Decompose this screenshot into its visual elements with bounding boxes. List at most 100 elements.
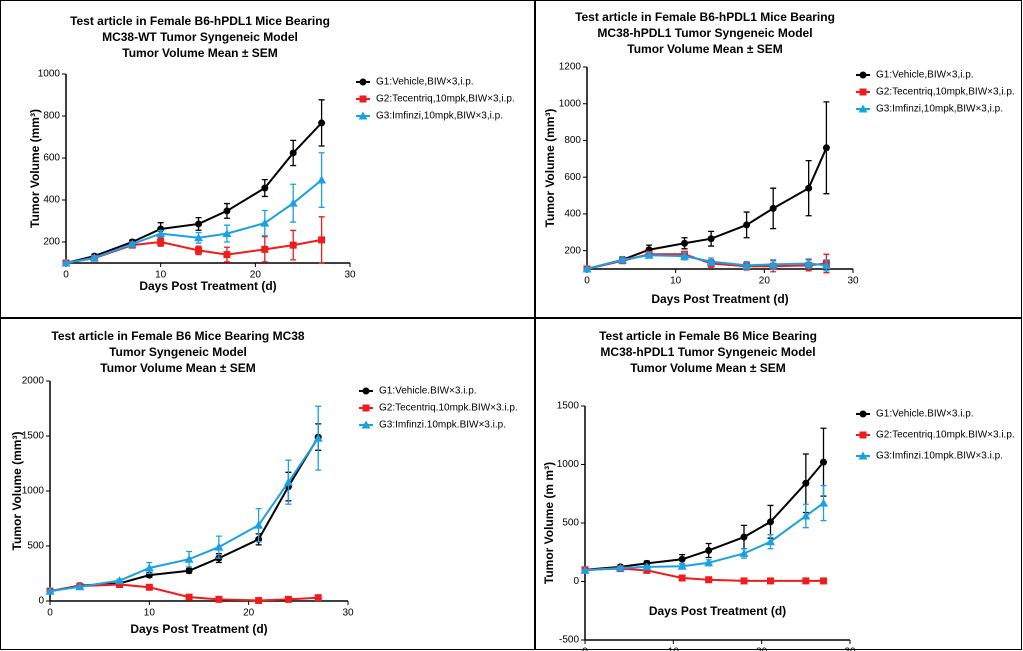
data-point bbox=[317, 175, 327, 184]
x-tick-label: 20 bbox=[250, 270, 262, 281]
data-point bbox=[617, 255, 627, 264]
legend-marker bbox=[359, 78, 367, 86]
y-tick-label: -500 bbox=[559, 635, 579, 646]
y-tick-label: 1500 bbox=[22, 431, 45, 442]
data-point bbox=[705, 546, 713, 554]
x-tick-label: 0 bbox=[47, 608, 53, 619]
y-tick-label: 800 bbox=[564, 135, 581, 146]
panel-frame bbox=[0, 0, 535, 318]
panel-frame bbox=[0, 318, 535, 650]
data-point bbox=[742, 260, 752, 269]
legend-marker bbox=[362, 404, 370, 412]
y-tick-label: 1000 bbox=[559, 98, 582, 109]
data-point bbox=[313, 433, 323, 442]
data-point bbox=[195, 246, 203, 254]
data-point bbox=[45, 586, 55, 595]
data-point bbox=[680, 251, 690, 260]
data-point bbox=[804, 258, 814, 267]
data-point bbox=[194, 233, 204, 242]
y-tick-label: 600 bbox=[564, 172, 581, 183]
series-line bbox=[65, 179, 323, 264]
data-point bbox=[144, 563, 154, 572]
y-tick-label: 1200 bbox=[559, 62, 582, 73]
data-point bbox=[582, 264, 592, 273]
data-point bbox=[766, 537, 775, 546]
data-point bbox=[802, 479, 810, 487]
y-tick-label: 0 bbox=[38, 596, 44, 607]
x-tick-label: 20 bbox=[243, 608, 255, 619]
data-point bbox=[678, 555, 686, 563]
data-point bbox=[157, 238, 165, 246]
data-point bbox=[195, 220, 203, 228]
data-point bbox=[681, 239, 689, 247]
legend-marker bbox=[859, 88, 867, 96]
data-point bbox=[289, 149, 297, 157]
data-point bbox=[254, 520, 264, 529]
legend-marker bbox=[858, 451, 868, 460]
x-tick-label: 0 bbox=[584, 276, 590, 287]
data-point bbox=[284, 595, 292, 603]
data-point bbox=[289, 241, 297, 249]
data-point bbox=[127, 239, 137, 248]
data-point bbox=[283, 477, 293, 486]
chart-title: Test article in Female B6-hPDL1 Mice Bea… bbox=[70, 14, 330, 28]
y-tick-label: 0 bbox=[573, 576, 579, 587]
x-tick-label: 20 bbox=[756, 647, 768, 651]
legend-label: G2:Tecentriq.10mpk.BIW×3.i.p. bbox=[876, 430, 1015, 441]
legend-marker bbox=[859, 410, 867, 418]
data-point bbox=[215, 595, 223, 603]
x-tick-label: 10 bbox=[144, 608, 156, 619]
x-tick-label: 10 bbox=[155, 270, 167, 281]
chart-title: MC38-WT Tumor Syngeneic Model bbox=[102, 30, 298, 44]
y-axis-label: Tumor Volume (mm³) bbox=[28, 109, 42, 228]
data-point bbox=[678, 574, 686, 582]
legend-marker bbox=[358, 111, 368, 120]
x-tick-label: 30 bbox=[844, 647, 856, 651]
legend-label: G3:Imfinzi.10mpk.BIW×3.i.p. bbox=[876, 451, 1003, 462]
x-axis-label: Days Post Treatment (d) bbox=[139, 279, 276, 293]
legend-marker bbox=[362, 387, 370, 395]
data-point bbox=[644, 250, 654, 259]
y-axis-label: Tumor Volume (m m³) bbox=[542, 462, 556, 584]
data-point bbox=[580, 565, 590, 574]
data-point bbox=[822, 144, 830, 152]
data-point bbox=[769, 204, 777, 212]
data-point bbox=[739, 548, 749, 557]
y-tick-label: 1000 bbox=[38, 69, 61, 80]
x-axis-label: Days Post Treatment (d) bbox=[130, 622, 267, 636]
data-point bbox=[705, 576, 713, 584]
data-point bbox=[677, 561, 687, 570]
legend-label: G1:Vehicle.BIW×3.i.p. bbox=[876, 409, 974, 420]
legend-label: G2:Tecentriq,10mpk,BIW×3,i.p. bbox=[876, 87, 1015, 98]
data-point bbox=[75, 582, 85, 591]
y-tick-label: 1500 bbox=[557, 401, 580, 412]
y-tick-label: 400 bbox=[43, 195, 60, 206]
panel-frame bbox=[535, 318, 1022, 650]
chart-title: Test article in Female B6 Mice Bearing bbox=[599, 329, 817, 343]
chart-title: Test article in Female B6 Mice Bearing M… bbox=[51, 329, 305, 343]
x-tick-label: 10 bbox=[670, 276, 682, 287]
data-point bbox=[743, 221, 751, 229]
data-point bbox=[185, 593, 193, 601]
data-point bbox=[214, 542, 224, 551]
data-point bbox=[642, 562, 652, 571]
x-tick-label: 0 bbox=[63, 270, 69, 281]
data-point bbox=[706, 257, 716, 266]
x-tick-label: 20 bbox=[759, 276, 771, 287]
y-tick-label: 2000 bbox=[22, 376, 45, 387]
x-tick-label: 10 bbox=[668, 647, 680, 651]
data-point bbox=[740, 533, 748, 541]
x-tick-label: 0 bbox=[582, 647, 588, 651]
data-point bbox=[704, 558, 714, 567]
chart-title: Tumor Volume Mean ± SEM bbox=[630, 361, 786, 375]
series-line bbox=[49, 436, 320, 593]
data-point bbox=[767, 577, 774, 585]
data-point bbox=[223, 207, 231, 215]
data-point bbox=[615, 563, 625, 572]
data-point bbox=[261, 184, 269, 192]
data-point bbox=[288, 198, 298, 207]
data-point bbox=[222, 229, 232, 238]
y-tick-label: 1000 bbox=[22, 486, 45, 497]
data-point bbox=[821, 260, 831, 269]
data-point bbox=[318, 236, 326, 244]
